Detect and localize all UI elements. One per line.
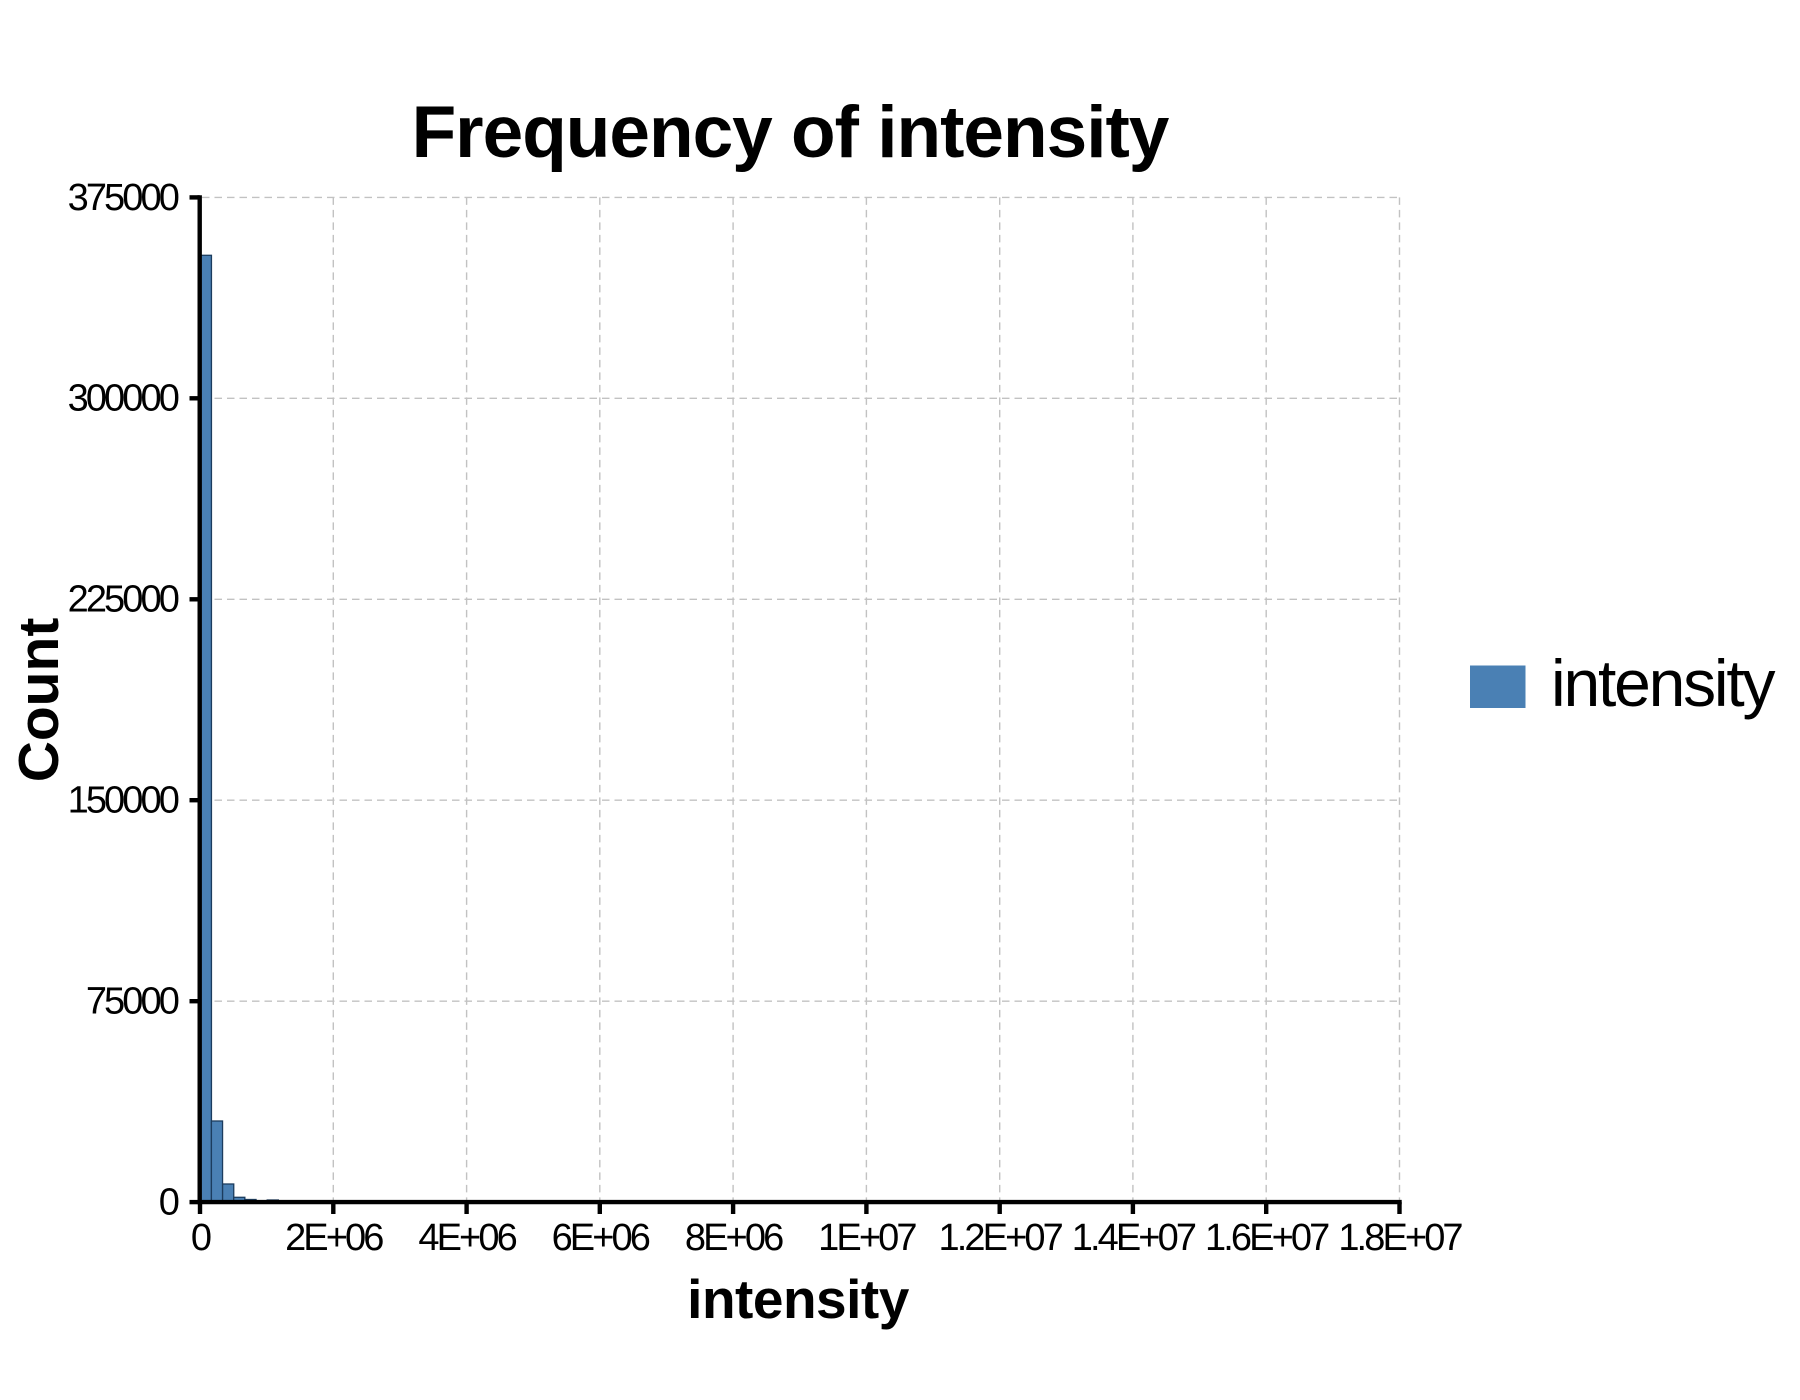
- svg-text:300000: 300000: [68, 378, 179, 420]
- svg-text:1.8E+07: 1.8E+07: [1338, 1217, 1462, 1259]
- svg-text:6E+06: 6E+06: [552, 1217, 650, 1259]
- svg-text:4E+06: 4E+06: [418, 1217, 516, 1259]
- svg-text:375000: 375000: [68, 177, 179, 219]
- svg-text:Frequency of intensity: Frequency of intensity: [412, 92, 1170, 173]
- svg-text:intensity: intensity: [687, 1268, 910, 1330]
- svg-text:Count: Count: [7, 618, 71, 783]
- svg-text:0: 0: [191, 1217, 211, 1259]
- svg-text:1E+07: 1E+07: [818, 1217, 916, 1259]
- svg-text:2E+06: 2E+06: [285, 1217, 383, 1259]
- svg-text:1.6E+07: 1.6E+07: [1205, 1217, 1329, 1259]
- svg-text:8E+06: 8E+06: [685, 1217, 783, 1259]
- svg-text:150000: 150000: [68, 780, 179, 822]
- svg-text:1.2E+07: 1.2E+07: [939, 1217, 1063, 1259]
- svg-text:75000: 75000: [86, 981, 179, 1023]
- svg-text:225000: 225000: [68, 579, 179, 621]
- svg-text:intensity: intensity: [1551, 646, 1776, 720]
- svg-text:1.4E+07: 1.4E+07: [1072, 1217, 1196, 1259]
- svg-text:0: 0: [159, 1182, 179, 1224]
